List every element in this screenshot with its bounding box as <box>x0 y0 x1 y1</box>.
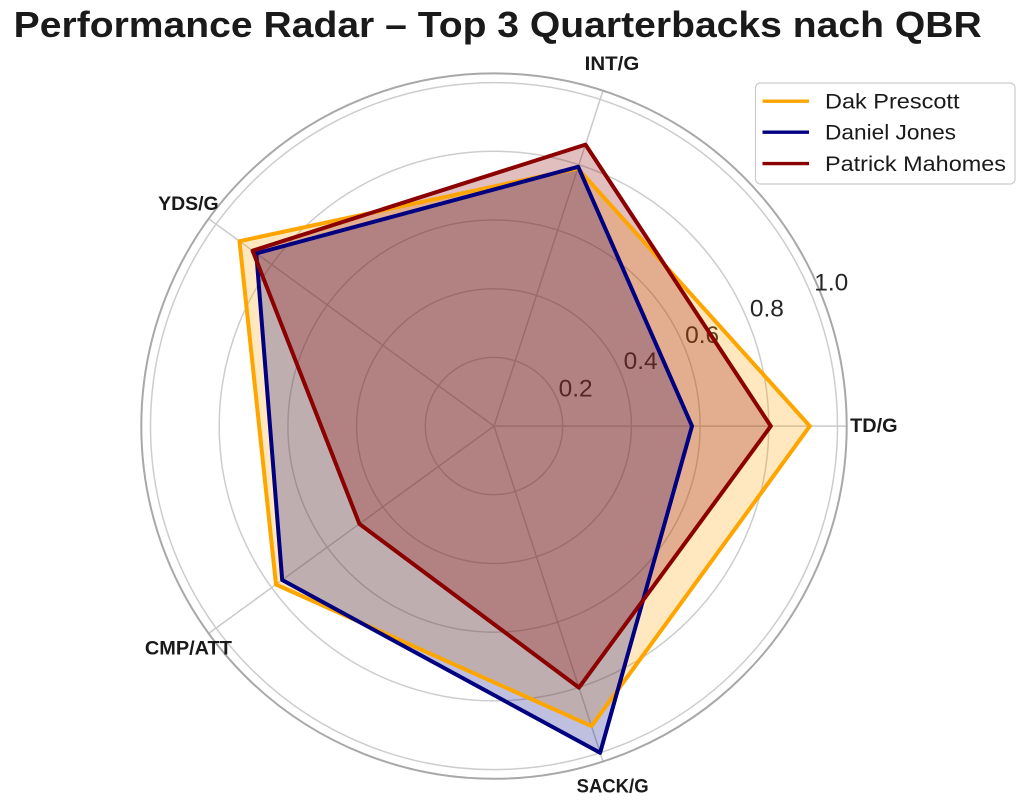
svg-text:0.6: 0.6 <box>685 322 719 349</box>
svg-text:INT/G: INT/G <box>585 53 640 75</box>
svg-text:Dak Prescott: Dak Prescott <box>825 91 960 114</box>
svg-text:Patrick Mahomes: Patrick Mahomes <box>825 153 1006 176</box>
svg-text:0.4: 0.4 <box>624 348 658 375</box>
svg-text:YDS/G: YDS/G <box>158 193 219 215</box>
svg-text:TD/G: TD/G <box>850 415 898 437</box>
svg-text:0.8: 0.8 <box>750 295 784 322</box>
svg-text:CMP/ATT: CMP/ATT <box>145 637 232 659</box>
svg-text:Performance Radar – Top 3 Quar: Performance Radar – Top 3 Quarterbacks n… <box>14 4 982 45</box>
svg-text:Daniel Jones: Daniel Jones <box>825 122 956 145</box>
svg-text:SACK/G: SACK/G <box>577 775 649 797</box>
svg-text:0.2: 0.2 <box>559 375 593 402</box>
svg-text:1.0: 1.0 <box>814 270 848 297</box>
